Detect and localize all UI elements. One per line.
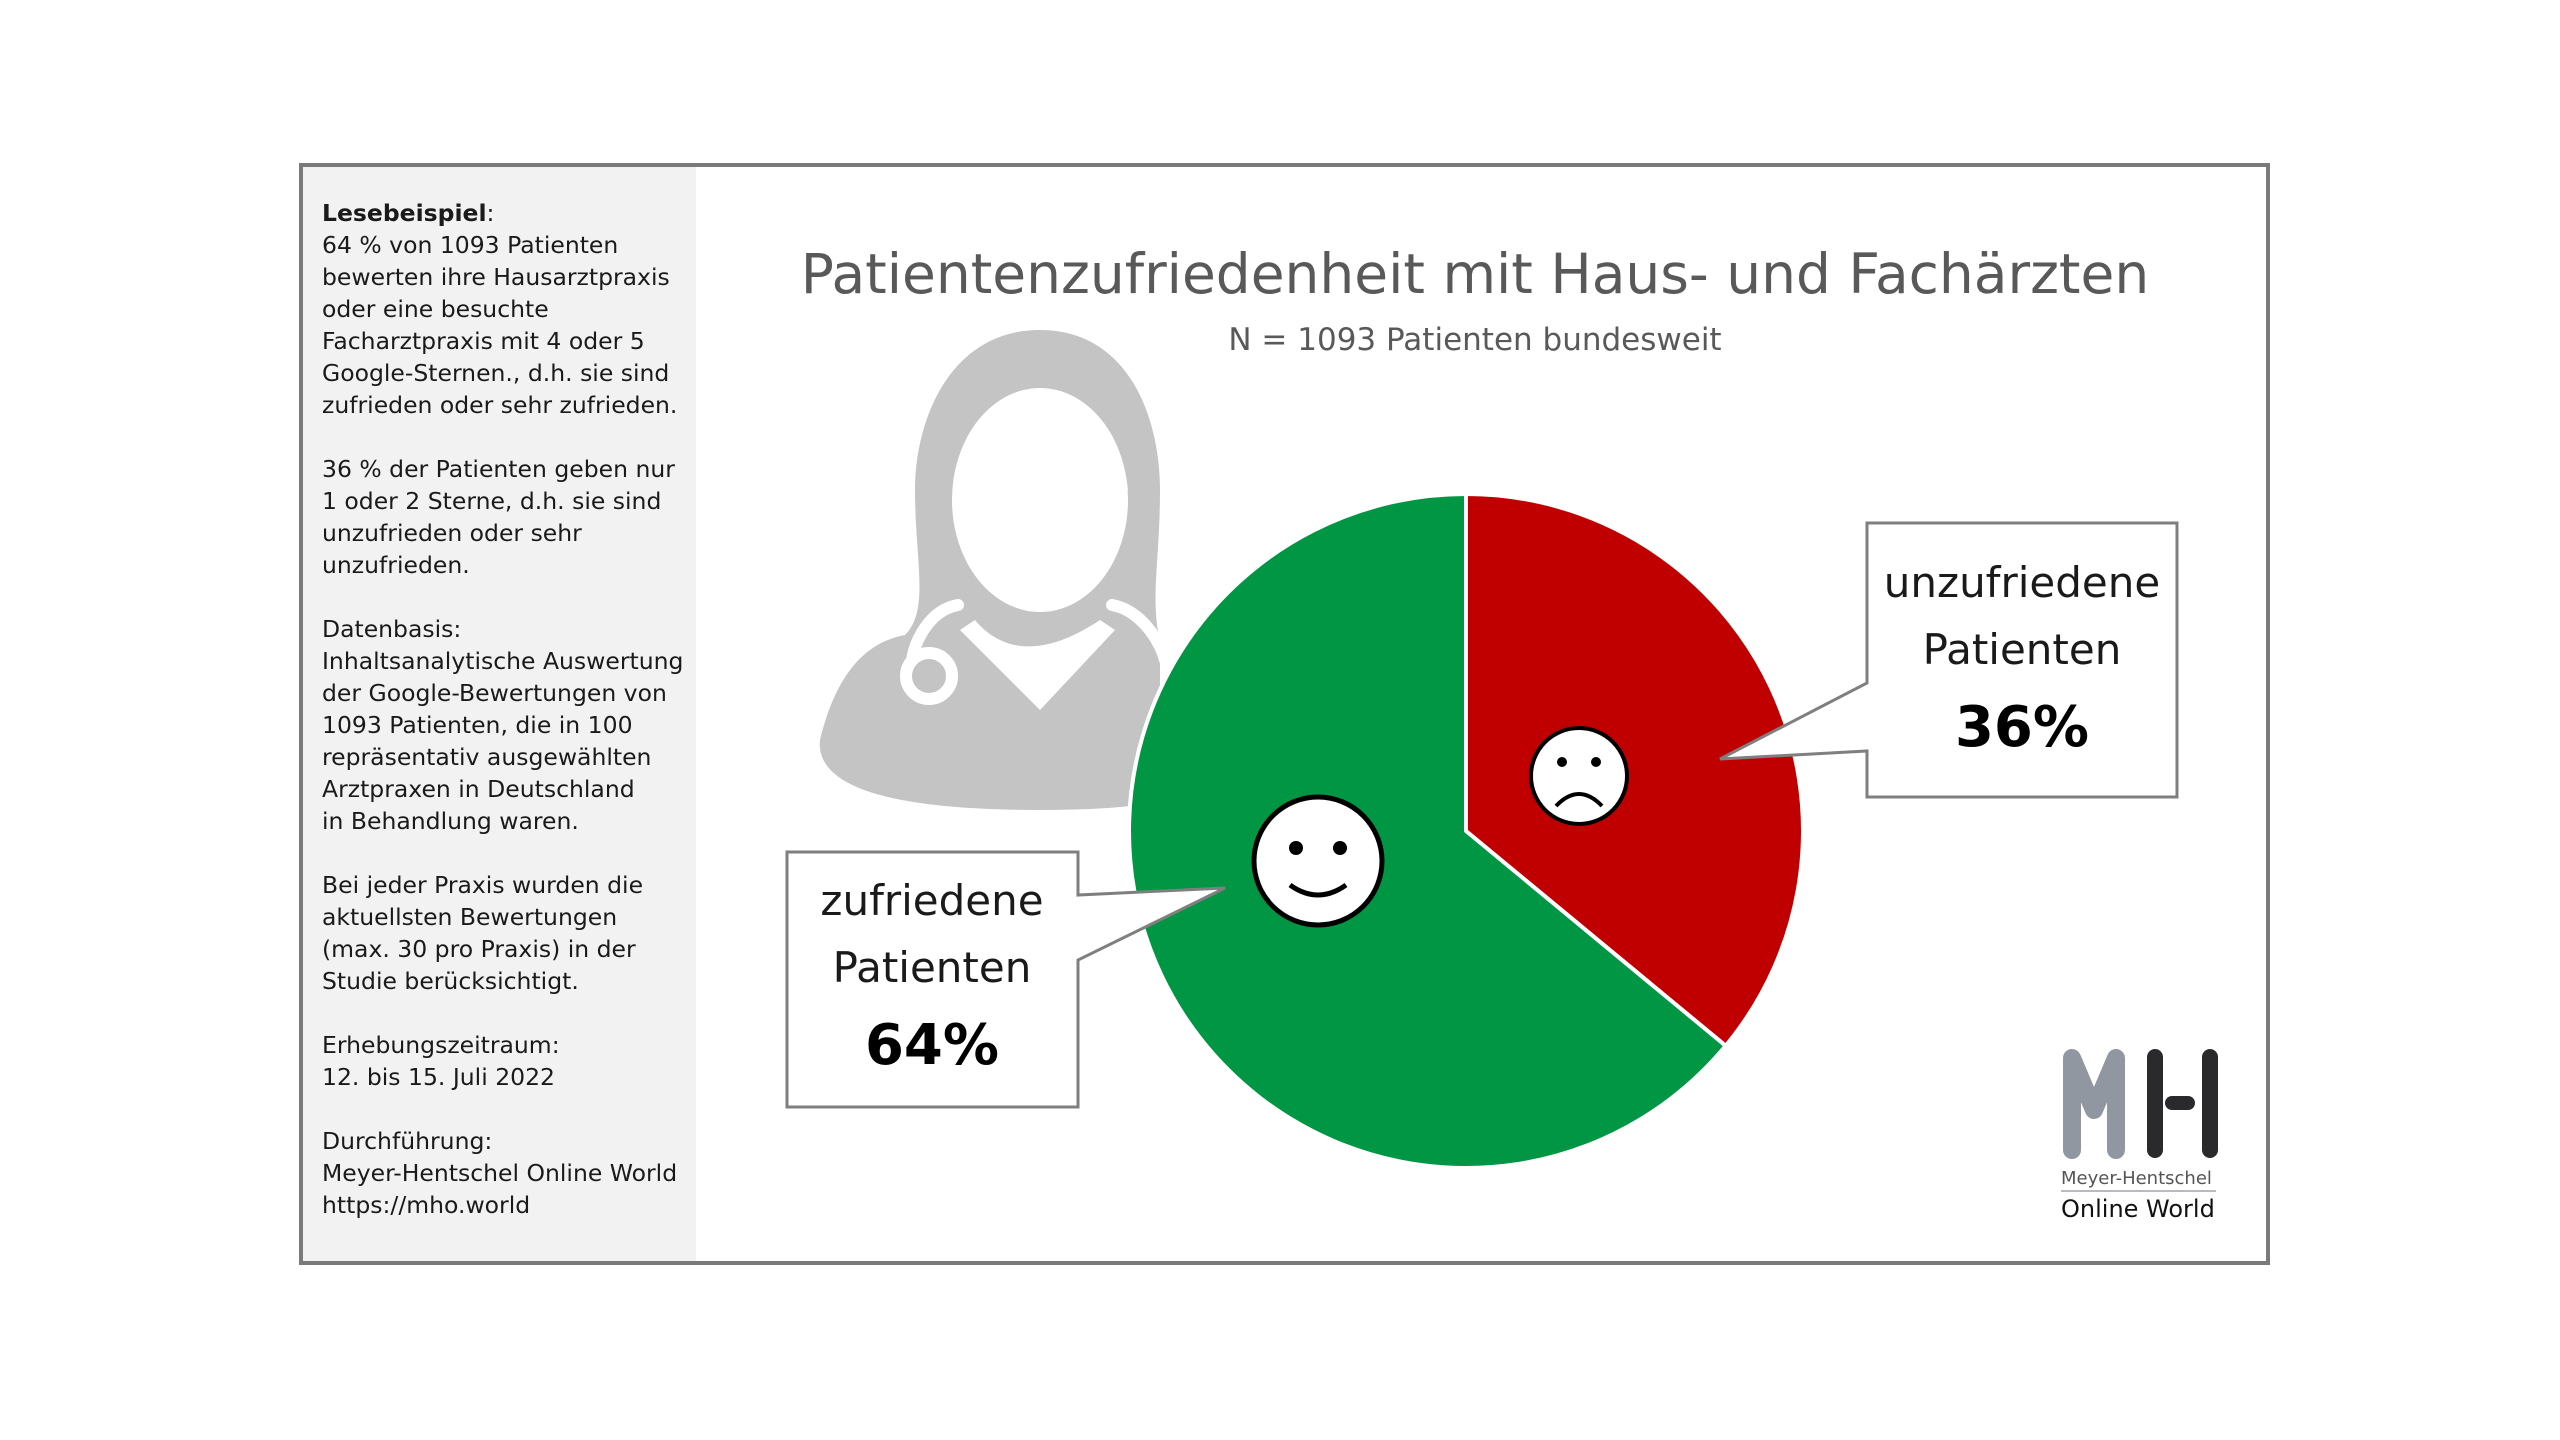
reading-example-heading: Lesebeispiel bbox=[322, 199, 487, 227]
data-basis: Datenbasis: Inhaltsanalytische Auswertun… bbox=[322, 615, 684, 835]
conducted-by: Durchführung: Meyer-Hentschel Online Wor… bbox=[322, 1127, 678, 1219]
logo-line1: Meyer-Hentschel bbox=[2061, 1168, 2212, 1189]
callout-satisfied-line2: Patienten bbox=[833, 943, 1032, 992]
callout-satisfied bbox=[785, 850, 1226, 1109]
chart-subtitle: N = 1093 Patienten bundesweit bbox=[1228, 322, 1721, 358]
reading-example: Lesebeispiel: 64 % von 1093 Patienten be… bbox=[322, 197, 692, 421]
survey-period: Erhebungszeitraum: 12. bis 15. Juli 2022 bbox=[322, 1031, 560, 1091]
callout-satisfied-line1: zufriedene bbox=[820, 876, 1043, 925]
pie-slice-satisfied bbox=[1127, 491, 1729, 1170]
happy-face-icon bbox=[1251, 794, 1385, 928]
chart-title: Patientenzufriedenheit mit Haus- und Fac… bbox=[801, 242, 2149, 306]
logo-line2: Online World bbox=[2061, 1195, 2215, 1223]
method-text: Bei jeder Praxis wurden die aktuellsten … bbox=[322, 871, 644, 995]
pie bbox=[1127, 491, 1805, 1170]
callout-unsatisfied-value: 36% bbox=[1955, 695, 2089, 760]
reading-example-text: 64 % von 1093 Patienten bewerten ihre Ha… bbox=[322, 231, 678, 419]
unsatisfied-text: 36 % der Patienten geben nur 1 oder 2 St… bbox=[322, 455, 675, 579]
callout-unsatisfied-line2: Patienten bbox=[1923, 625, 2122, 674]
callout-unsatisfied-line1: unzufriedene bbox=[1884, 558, 2160, 607]
colon: : bbox=[486, 199, 495, 227]
sad-face-icon bbox=[1529, 726, 1629, 826]
callout-unsatisfied bbox=[1719, 521, 2179, 799]
pie-slice-unsatisfied bbox=[1464, 491, 1805, 1049]
mh-logo: Meyer-Hentschel Online World bbox=[2061, 1049, 2218, 1223]
female-doctor-icon bbox=[819, 330, 1171, 810]
callout-satisfied-value: 64% bbox=[865, 1013, 999, 1078]
info-sidebar: Lesebeispiel: 64 % von 1093 Patienten be… bbox=[303, 167, 696, 1261]
